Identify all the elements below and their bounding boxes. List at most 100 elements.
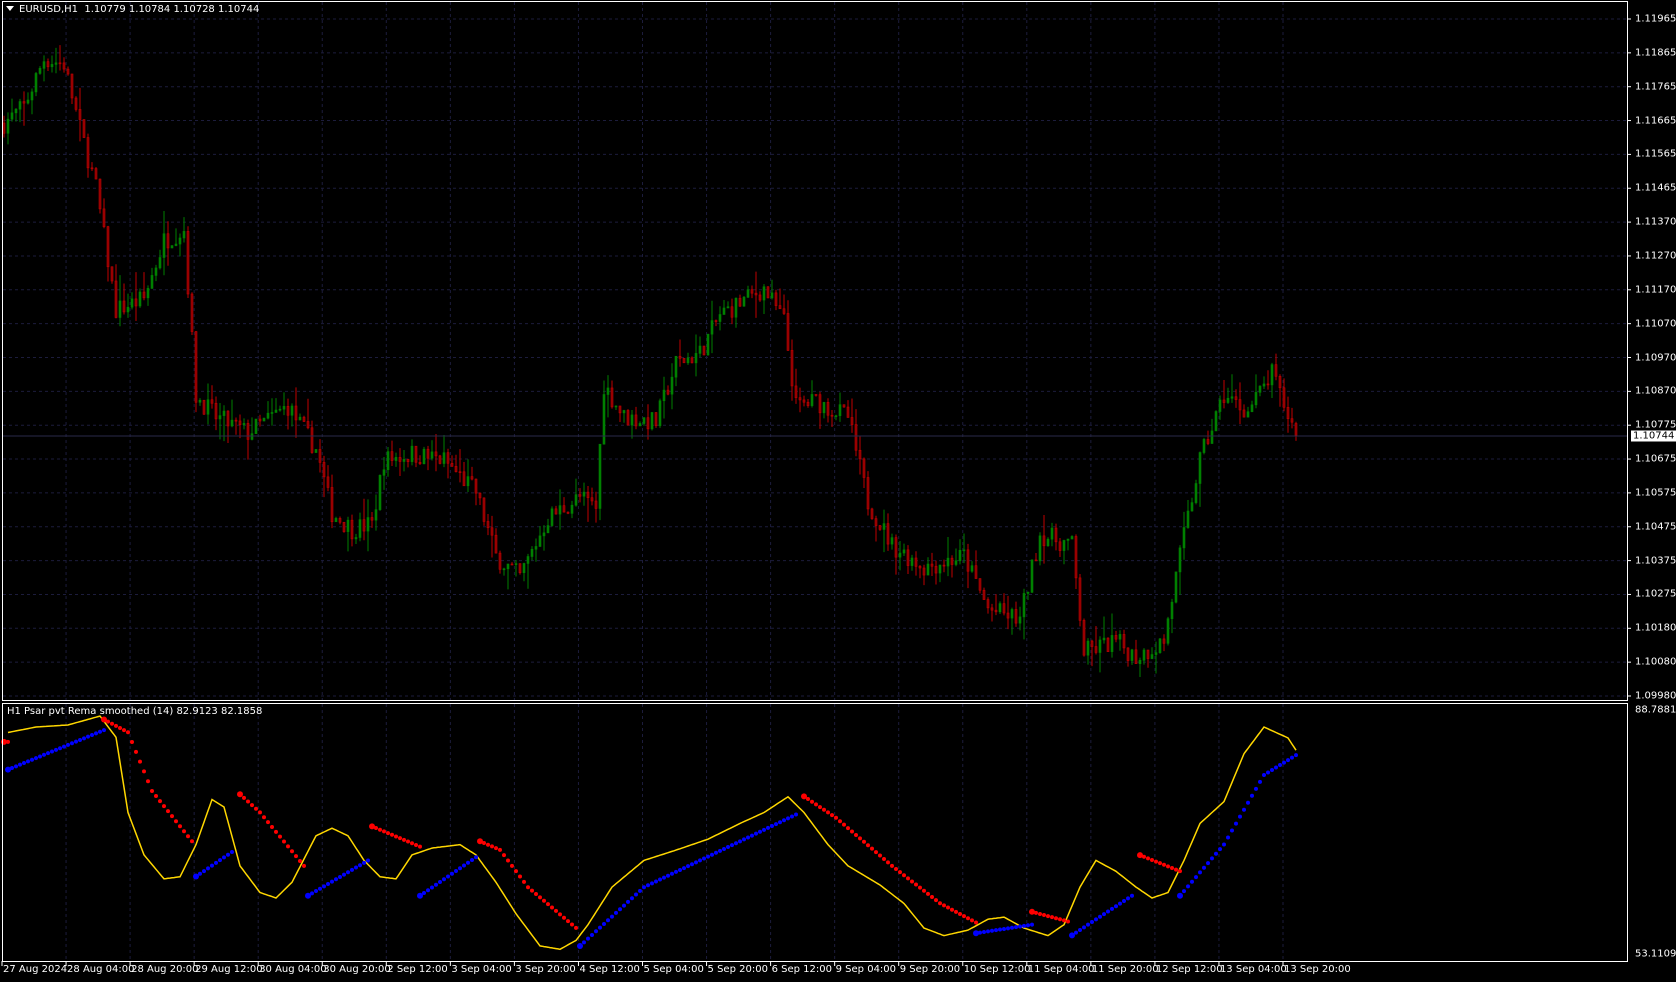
psar-dot-up (1242, 807, 1246, 812)
psar-dot-down (806, 797, 810, 802)
psar-dot-down (810, 799, 814, 804)
bull-candle (34, 73, 38, 93)
psar-dot-up (782, 818, 786, 823)
bear-candle (578, 494, 582, 497)
psar-dot-up (1194, 875, 1198, 880)
psar-dot-up (1234, 821, 1238, 826)
dropdown-triangle-icon[interactable] (6, 6, 14, 11)
bear-candle (766, 286, 770, 299)
current-price-badge: 1.10744 (1631, 430, 1676, 442)
psar-dot-up (1222, 842, 1226, 847)
bull-candle (270, 412, 274, 414)
price-label: 1.10575 (1635, 487, 1676, 499)
bear-candle (1082, 620, 1086, 656)
psar-dot-up (1022, 923, 1026, 928)
bear-candle (922, 567, 926, 576)
bear-candle (322, 462, 326, 478)
psar-dot-up (1282, 760, 1286, 765)
bear-candle (306, 421, 310, 429)
bull-candle (1154, 652, 1158, 655)
psar-dot-down (942, 903, 946, 908)
indicator-max-label: 88.7881 (1635, 704, 1676, 716)
bull-candle (170, 245, 174, 249)
bear-candle (1206, 439, 1210, 444)
bull-candle (582, 491, 586, 497)
bear-candle (362, 519, 366, 532)
bear-candle (398, 457, 402, 462)
bear-candle (510, 563, 514, 566)
psar-dot-up (638, 888, 642, 893)
psar-dot-up (678, 867, 682, 872)
bear-candle (818, 394, 822, 414)
psar-dot-up (470, 858, 474, 863)
bull-candle (514, 563, 518, 565)
psar-dot-down (386, 831, 390, 836)
price-label: 1.10970 (1635, 352, 1676, 363)
bear-candle (318, 449, 322, 463)
bull-candle (550, 508, 554, 526)
price-label: 1.09980 (1635, 690, 1676, 702)
psar-dot-up (442, 877, 446, 882)
psar-dot-up (634, 892, 638, 897)
bear-candle (114, 280, 118, 318)
bull-candle (662, 389, 666, 402)
psar-dot-down (394, 834, 398, 839)
bear-candle (802, 399, 806, 403)
psar-dot-up (1030, 922, 1034, 927)
psar-dot-down (830, 813, 834, 818)
psar-dot-up (362, 860, 366, 865)
psar-dot-up (1106, 909, 1110, 914)
bull-candle (1170, 601, 1174, 620)
psar-dot-down (150, 789, 154, 794)
psar-dot-down (534, 891, 538, 896)
bear-candle (326, 476, 330, 488)
bear-candle (470, 476, 474, 480)
psar-dot-down (898, 870, 902, 875)
bear-candle (458, 471, 462, 474)
bear-candle (758, 294, 762, 301)
psar-dot-down (1162, 862, 1166, 867)
price-label: 1.11765 (1635, 81, 1676, 93)
psar-dot-up (794, 812, 798, 817)
psar-dot-down (418, 844, 422, 849)
psar-dot-down (262, 815, 266, 820)
bull-candle (926, 563, 930, 576)
bull-candle (1022, 593, 1026, 618)
psar-dot-down (270, 824, 274, 829)
bull-candle (674, 355, 678, 378)
indicator-plot (1, 715, 1298, 951)
psar-dot-up (682, 866, 686, 871)
time-label: 28 Aug 04:00 (67, 964, 135, 975)
bull-candle (834, 415, 838, 418)
psar-dot-up (1226, 835, 1230, 840)
price-label: 1.11170 (1635, 284, 1676, 296)
psar-dot-up (474, 855, 478, 860)
psar-dot-down (878, 853, 882, 858)
bull-candle (1066, 538, 1070, 541)
psar-dot-up (30, 757, 34, 762)
bull-candle (614, 405, 618, 408)
psar-dot-up (686, 864, 690, 869)
psar-dot-down (414, 842, 418, 847)
psar-dot-up (214, 860, 218, 865)
time-label: 6 Sep 12:00 (771, 964, 832, 975)
time-label: 13 Sep 04:00 (1219, 964, 1287, 975)
psar-dot-up (1214, 851, 1218, 856)
price-label: 1.11565 (1635, 148, 1676, 160)
psar-dot-down (854, 832, 858, 837)
psar-dot-down (926, 891, 930, 896)
psar-dot-up (22, 761, 26, 766)
bull-candle (602, 394, 606, 445)
bear-candle (1234, 396, 1238, 400)
bear-candle (1094, 646, 1098, 653)
bear-candle (102, 208, 106, 227)
psar-dot-up (1122, 898, 1126, 903)
bear-candle (870, 508, 874, 519)
bull-candle (810, 394, 814, 406)
psar-dot-up (446, 874, 450, 879)
bear-candle (238, 420, 242, 426)
psar-dot-up (734, 841, 738, 846)
psar-dot-down (126, 730, 130, 735)
psar-dot-up (674, 869, 678, 874)
